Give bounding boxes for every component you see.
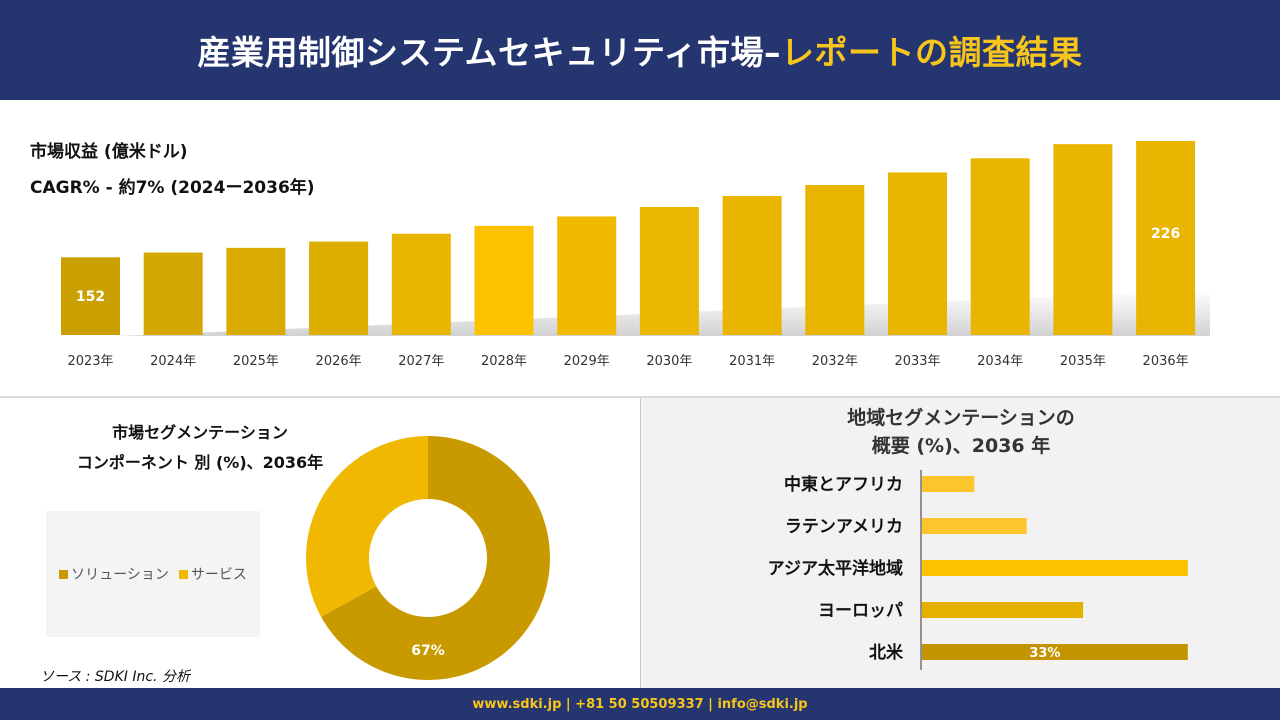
donut-data-label: 67% <box>411 643 445 659</box>
market-revenue-bar-chart: 2023年 152 2024年 2025年 2026年 2027年 2028年 2029年 20… <box>61 141 1210 369</box>
header-banner: 産業用制御システムセキュリティ市場–レポートの調査結果 <box>0 0 1280 100</box>
legend-item-service: サービス <box>178 564 247 584</box>
donut-title-line1: 市場セグメンテーション <box>112 423 288 442</box>
revenue-bar <box>888 172 947 335</box>
bar-data-label: 152 <box>76 289 105 305</box>
component-donut-chart: 67% <box>306 436 550 680</box>
revenue-bar <box>1053 144 1113 335</box>
revenue-bar <box>391 233 451 335</box>
donut-title: 市場セグメンテーション コンポーネント 別 (%)、2036年 <box>30 418 370 478</box>
footer-contact: www.sdki.jp | +81 50 50509337 | info@sdk… <box>0 688 1280 720</box>
donut-legend: ソリューション サービス <box>46 511 260 637</box>
x-tick-label: 2026年 <box>316 354 362 369</box>
title-accent: レポートの調査結果 <box>781 33 1083 72</box>
revenue-bar <box>557 216 617 335</box>
revenue-bar <box>639 207 699 335</box>
region-bar <box>922 518 1027 534</box>
section-divider <box>0 396 1280 398</box>
bar-data-label: 226 <box>1151 226 1180 242</box>
x-tick-label: 2034年 <box>977 354 1023 369</box>
revenue-bar <box>970 158 1030 335</box>
x-tick-label: 2025年 <box>233 354 279 369</box>
revenue-bar <box>309 241 369 335</box>
component-segmentation-panel: 市場セグメンテーション コンポーネント 別 (%)、2036年 ソリューション … <box>0 398 640 688</box>
region-label: ヨーロッパ <box>818 601 903 621</box>
revenue-bar <box>474 225 534 335</box>
x-tick-label: 2032年 <box>812 354 858 369</box>
x-tick-label: 2027年 <box>398 354 444 369</box>
region-bar <box>922 602 1084 618</box>
region-segmentation-panel: 中東とアフリカ ラテンアメリカアジア太平洋地域ヨーロッパ北米 33% 地域セグメンテ… <box>641 398 1280 688</box>
x-tick-label: 2029年 <box>564 354 610 369</box>
donut-slice-solution <box>321 436 550 680</box>
market-revenue-panel: 2023年 152 2024年 2025年 2026年 2027年 2028年 2029年 20… <box>0 100 1280 396</box>
region-bar <box>922 644 1188 660</box>
region-label: アジア太平洋地域 <box>768 558 903 579</box>
revenue-bar <box>226 247 286 335</box>
legend-swatch-service <box>178 569 188 579</box>
x-tick-label: 2030年 <box>646 354 692 369</box>
title-main: 産業用制御システムセキュリティ市場– <box>197 33 782 72</box>
region-title-line1: 地域セグメンテーションの <box>847 407 1075 429</box>
legend-swatch-solution <box>59 569 69 579</box>
donut-slice-service <box>306 436 428 617</box>
revenue-bar <box>722 196 782 335</box>
revenue-bar <box>1136 141 1196 335</box>
x-tick-label: 2035年 <box>1060 354 1106 369</box>
footer-text: www.sdki.jp | +81 50 50509337 | info@sdk… <box>472 696 808 712</box>
revenue-legend: 市場収益 (億米ドル) CAGR% - 約7% (2024ー2036年) <box>30 138 315 210</box>
region-bar <box>922 560 1188 576</box>
page-title: 産業用制御システムセキュリティ市場–レポートの調査結果 <box>197 26 1082 74</box>
revenue-unit-label: 市場収益 (億米ドル) <box>30 142 188 162</box>
revenue-bar <box>805 185 865 335</box>
region-label: 北米 <box>869 642 904 663</box>
legend-label-service: サービス <box>190 567 247 583</box>
donut-title-line2: コンポーネント 別 (%)、2036年 <box>76 453 324 472</box>
region-data-label: 33% <box>1029 646 1060 661</box>
region-bar <box>922 476 975 492</box>
legend-label-solution: ソリューション <box>71 567 169 583</box>
x-tick-label: 2033年 <box>894 354 940 369</box>
x-tick-label: 2028年 <box>481 354 527 369</box>
legend-item-solution: ソリューション <box>59 564 169 584</box>
region-label: 中東とアフリカ <box>784 474 903 495</box>
region-title: 地域セグメンテーションの 概要 (%)、2036 年 <box>771 404 1151 460</box>
x-tick-label: 2036年 <box>1143 354 1189 369</box>
region-label: ラテンアメリカ <box>785 517 903 537</box>
x-tick-label: 2031年 <box>729 354 775 369</box>
revenue-bar <box>61 257 120 335</box>
source-note: ソース : SDKI Inc. 分析 <box>40 669 190 685</box>
x-tick-label: 2024年 <box>150 354 196 369</box>
cagr-label: CAGR% - 約7% (2024ー2036年) <box>30 178 315 198</box>
panel-divider <box>640 398 641 688</box>
revenue-bar <box>143 252 203 335</box>
region-title-line2: 概要 (%)、2036 年 <box>871 435 1051 457</box>
x-tick-label: 2023年 <box>67 354 113 369</box>
